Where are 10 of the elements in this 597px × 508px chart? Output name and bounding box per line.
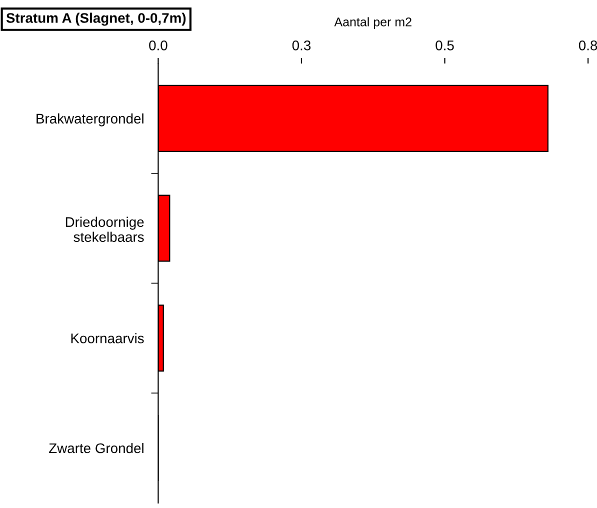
y-tick-label: Zwarte Grondel	[49, 442, 144, 454]
x-tick-label: 0.3	[292, 40, 311, 50]
x-tick-label: 0.0	[149, 40, 168, 50]
y-tick-label: Driedoornige stekelbaars	[66, 216, 144, 242]
chart-title: Stratum A (Slagnet, 0-0,7m)	[6, 12, 186, 26]
y-tick-label: Koornaarvis	[71, 333, 144, 344]
x-axis-title: Aantal per m2	[334, 17, 412, 29]
y-tick-label: Brakwatergrondel	[36, 113, 144, 126]
x-tick-label: 0.5	[436, 40, 454, 50]
x-tick-label: 0.8	[578, 40, 597, 50]
